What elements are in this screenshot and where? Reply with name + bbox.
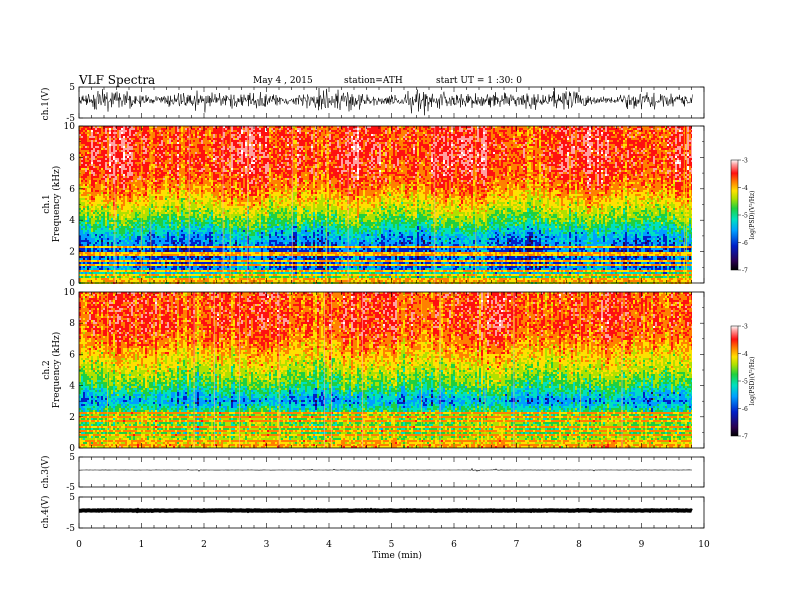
ch1-freq-ylabel: Frequency (kHz) xyxy=(51,166,62,243)
ch2-colorbar: -3 -4 -5 -6 -7 log(PSD)(V²/Hz) xyxy=(730,324,756,441)
x-tick-label: 6 xyxy=(451,540,457,550)
y-tick-label: -5 xyxy=(66,114,75,124)
y-tick-label: 8 xyxy=(69,153,75,163)
ch1-waveform-panel: 5 -5 xyxy=(66,83,705,124)
x-tick-label: 7 xyxy=(514,540,520,550)
waveform-trace xyxy=(78,467,692,472)
colorbar-tick-label: -5 xyxy=(742,213,748,220)
y-tick-label: 5 xyxy=(69,453,75,463)
ch2-spec-ylabel: ch.2 xyxy=(42,360,52,379)
spectrogram-cells xyxy=(79,292,692,448)
ch4-waveform-panel: 5 -5 xyxy=(66,493,705,534)
y-tick-label: 2 xyxy=(69,413,75,423)
y-tick-label: -5 xyxy=(66,483,75,493)
colorbar-tick-label: -3 xyxy=(742,158,748,165)
ch1-spec-ylabel: ch.1 xyxy=(42,194,52,213)
y-tick-label: 2 xyxy=(69,248,75,258)
colorbar-tick-label: -5 xyxy=(742,379,748,386)
x-tick-label: 10 xyxy=(698,540,710,550)
y-tick-label: 0 xyxy=(69,279,75,289)
waveform-trace xyxy=(78,87,693,116)
x-tick-label: 1 xyxy=(139,540,145,550)
y-tick-label: 6 xyxy=(69,185,75,195)
colorbar-tick-label: -7 xyxy=(742,434,748,441)
y-tick-label: 5 xyxy=(69,493,75,503)
x-tick-label: 9 xyxy=(639,540,645,550)
y-tick-label: 10 xyxy=(64,288,76,298)
x-tick-label: 3 xyxy=(264,540,270,550)
station-label: station=ATH xyxy=(344,76,403,86)
time-axis-label: Time (min) xyxy=(372,550,422,561)
x-tick-label: 0 xyxy=(76,540,82,550)
colorbar-tick-label: -7 xyxy=(742,268,748,275)
colorbar-tick-label: -6 xyxy=(742,240,748,247)
y-tick-label: 4 xyxy=(69,382,75,392)
y-tick-label: 10 xyxy=(64,122,76,132)
colorbar-tick-label: -6 xyxy=(742,406,748,413)
spectrogram-cells xyxy=(79,126,692,284)
colorbar-tick-label: -4 xyxy=(742,351,748,358)
figure-title: VLF Spectra xyxy=(78,73,155,87)
x-tick-label: 8 xyxy=(576,540,582,550)
date-label: May 4 , 2015 xyxy=(253,76,313,86)
ch1-colorbar: -3 -4 -5 -6 -7 log(PSD)(V²/Hz) xyxy=(730,158,756,275)
ch1-spectrogram-panel: 10 8 6 4 2 0 xyxy=(64,122,705,289)
y-tick-label: 8 xyxy=(69,319,75,329)
colorbar-scale xyxy=(730,159,739,271)
y-tick-label: 6 xyxy=(69,350,75,360)
ch4-volt-ylabel: ch.4(V) xyxy=(40,496,51,529)
start-time-label: start UT = 1 :30: 0 xyxy=(436,76,522,86)
ch1-volt-ylabel: ch.1(V) xyxy=(40,88,51,121)
waveform-trace xyxy=(79,507,693,514)
colorbar-label: log(PSD)(V²/Hz) xyxy=(749,191,756,240)
time-axis: 0 1 2 3 4 5 6 7 8 9 10 xyxy=(76,540,710,550)
x-tick-label: 2 xyxy=(201,540,207,550)
ch3-waveform-panel: 5 -5 xyxy=(66,453,705,493)
y-tick-label: 4 xyxy=(69,216,75,226)
y-tick-label: 5 xyxy=(69,83,75,93)
colorbar-tick-label: -3 xyxy=(742,324,748,331)
ch2-spectrogram-panel: 10 8 6 4 2 0 xyxy=(64,288,705,454)
ch3-volt-ylabel: ch.3(V) xyxy=(40,456,51,489)
colorbar-label: log(PSD)(V²/Hz) xyxy=(749,357,756,406)
y-tick-label: 0 xyxy=(69,444,75,454)
x-tick-label: 5 xyxy=(389,540,395,550)
x-tick-label: 4 xyxy=(326,540,332,550)
ch2-freq-ylabel: Frequency (kHz) xyxy=(51,332,62,409)
colorbar-scale xyxy=(730,325,739,437)
colorbar-tick-label: -4 xyxy=(742,185,748,192)
y-tick-label: -5 xyxy=(66,524,75,534)
